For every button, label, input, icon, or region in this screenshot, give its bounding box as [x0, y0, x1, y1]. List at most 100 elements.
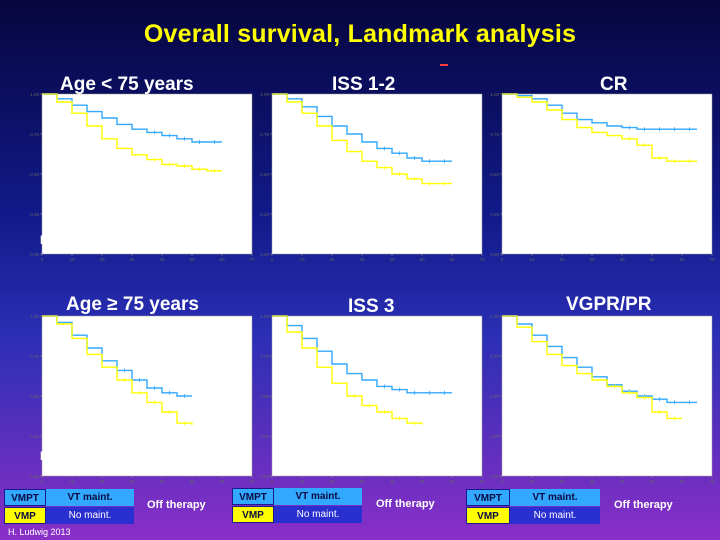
x-tick-label: 0: [501, 479, 504, 484]
x-tick-label: 60: [679, 479, 685, 484]
x-tick-label: 50: [189, 257, 195, 262]
legend-vmp-text: No maint.: [46, 507, 134, 524]
x-tick-label: 10: [529, 257, 535, 262]
legend-left: VMPT VT maint. VMP No maint. Off therapy: [0, 488, 230, 528]
y-tick-label: 1.00: [30, 314, 39, 319]
y-tick-label: 0.50: [30, 172, 39, 177]
y-tick-label: 0.00: [490, 252, 499, 257]
legend-off-therapy: Off therapy: [614, 499, 673, 511]
x-tick-label: 0: [501, 257, 504, 262]
y-tick-label: 1.00: [490, 92, 499, 97]
x-tick-label: 30: [129, 479, 135, 484]
plot-area: [502, 316, 712, 476]
plot-area: [502, 94, 712, 254]
x-tick-label: 30: [359, 257, 365, 262]
hazard-ratio-annotation: HR 0.45, 95% CI, 0.24-0.86, p =.01: [508, 238, 689, 250]
x-tick-label: 50: [419, 257, 425, 262]
x-tick-label: 40: [619, 257, 625, 262]
x-tick-label: 30: [129, 257, 135, 262]
x-tick-label: 0: [41, 257, 44, 262]
x-tick-label: 60: [219, 479, 225, 484]
x-tick-label: 70: [249, 479, 255, 484]
plot-area: [272, 316, 482, 476]
x-tick-label: 50: [649, 257, 655, 262]
y-tick-label: 0.75: [490, 132, 499, 137]
x-tick-label: 20: [99, 479, 105, 484]
x-tick-label: 40: [159, 257, 165, 262]
legend-vmpt-label: VMPT: [232, 488, 274, 505]
legend-vmp-text: No maint.: [274, 506, 362, 523]
chart-title: ISS 1-2: [332, 74, 396, 95]
x-tick-label: 30: [359, 479, 365, 484]
plot-area: [42, 94, 252, 254]
legend-middle: VMPT VT maint. VMP No maint. Off therapy: [230, 488, 460, 528]
y-tick-label: 0.00: [490, 474, 499, 479]
x-tick-label: 0: [41, 479, 44, 484]
y-tick-label: 0.00: [260, 474, 269, 479]
hazard-ratio-annotation: HR 0.64, 95% CI, 0.31-1.31, p =.22: [272, 451, 453, 463]
y-tick-label: 0.50: [260, 394, 269, 399]
plot-frame: [501, 315, 713, 477]
page-title: Overall survival, Landmark analysis: [143, 20, 577, 48]
series-line-vmp: [272, 315, 423, 425]
y-tick-label: 0.25: [30, 434, 39, 439]
x-tick-label: 40: [389, 479, 395, 484]
x-tick-label: 50: [649, 479, 655, 484]
x-tick-label: 60: [679, 257, 685, 262]
x-tick-label: 40: [389, 257, 395, 262]
x-tick-label: 50: [419, 479, 425, 484]
y-tick-label: 0.50: [490, 394, 499, 399]
chart-panel-cr: 0.00 0.25 0.50 0.75 1.00 0 10 20 30 40 50 60 70 CR H…: [488, 72, 716, 262]
x-tick-label: 10: [529, 479, 535, 484]
km-plot-iss-1-2: 0.00 0.25 0.50 0.75 1.00 0 10 20 30 40 50 60 70: [260, 92, 485, 262]
x-tick-label: 10: [69, 257, 75, 262]
series-line-vmp: [42, 315, 193, 425]
legend-off-therapy: Off therapy: [147, 499, 206, 511]
series-line-vmp: [42, 93, 222, 172]
y-tick-label: 0.50: [490, 172, 499, 177]
y-tick-label: 0.50: [30, 394, 39, 399]
red-mark: [440, 64, 448, 66]
legend-vmpt-text: VT maint.: [46, 489, 134, 506]
x-tick-label: 70: [479, 479, 485, 484]
x-tick-label: 70: [479, 257, 485, 262]
legend-vmpt-label: VMPT: [4, 489, 46, 506]
x-tick-label: 60: [449, 479, 455, 484]
legend-vmp-text: No maint.: [510, 507, 600, 524]
x-tick-label: 10: [299, 479, 305, 484]
y-tick-label: 1.00: [490, 314, 499, 319]
y-tick-label: 1.00: [260, 92, 269, 97]
y-tick-label: 0.00: [30, 474, 39, 479]
y-tick-label: 0.75: [260, 354, 269, 359]
plot-frame: [271, 315, 483, 477]
plot-frame: [501, 93, 713, 255]
x-tick-label: 50: [189, 479, 195, 484]
series-line-vmp: [272, 93, 452, 185]
x-tick-label: 20: [559, 479, 565, 484]
chart-panel-age-under-75: 0.00 0.25 0.50 0.75 1.00 0 10 20 30 40 50 60 70 Age …: [28, 72, 256, 262]
km-plot-cr: 0.00 0.25 0.50 0.75 1.00 0 10 20 30 40 50 60 70: [490, 92, 715, 262]
legend-vmpt-label: VMPT: [466, 489, 510, 506]
y-tick-label: 0.25: [490, 212, 499, 217]
hazard-ratio-annotation: HR 0.80, 95% CI, 0.54-1.20, p =.28: [508, 451, 689, 463]
y-tick-label: 0.00: [30, 252, 39, 257]
x-tick-label: 70: [709, 479, 715, 484]
x-tick-label: 30: [589, 257, 595, 262]
chart-title: ISS 3: [348, 296, 395, 317]
y-tick-label: 0.25: [260, 212, 269, 217]
hazard-ratio-annotation: HR 0.76, 95% CI, 0.42-1.37, p =.36: [40, 451, 221, 463]
chart-title: Age ≥ 75 years: [66, 294, 199, 315]
y-tick-label: 1.00: [260, 314, 269, 319]
legend-vmp-label: VMP: [232, 506, 274, 523]
y-tick-label: 0.25: [490, 434, 499, 439]
x-tick-label: 40: [619, 479, 625, 484]
chart-title: VGPR/PR: [566, 294, 652, 315]
x-tick-label: 0: [271, 257, 274, 262]
x-tick-label: 30: [589, 479, 595, 484]
x-tick-label: 10: [299, 257, 305, 262]
y-tick-label: 1.00: [30, 92, 39, 97]
x-tick-label: 70: [249, 257, 255, 262]
plot-frame: [271, 93, 483, 255]
series-line-vmp: [502, 93, 697, 162]
legend-vmpt-text: VT maint.: [274, 488, 362, 505]
